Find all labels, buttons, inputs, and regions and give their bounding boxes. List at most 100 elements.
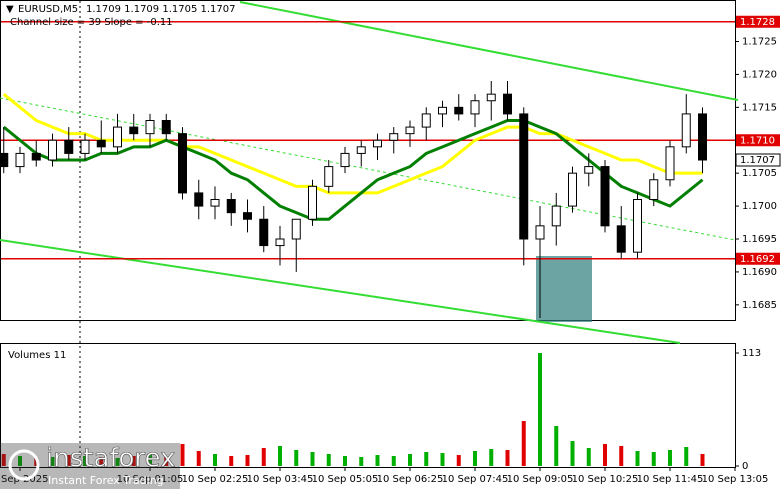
- level-label: 1.1728: [740, 17, 775, 28]
- volume-bar: [668, 450, 672, 466]
- level-box: [736, 15, 780, 28]
- candle-body: [259, 218, 269, 247]
- candle-body: [31, 152, 41, 161]
- watermark-brand: instaforex: [46, 444, 175, 474]
- x-tick-label: 10 Sep 02:25: [182, 474, 249, 485]
- volume-bar: [456, 455, 461, 466]
- watermark-bg: [0, 443, 180, 489]
- level-label: 1.1710: [740, 135, 775, 146]
- volume-bar: [180, 444, 185, 466]
- candle-body: [129, 126, 139, 135]
- candle-body: [698, 113, 707, 161]
- volume-panel: [0, 343, 736, 468]
- moving-average: [2, 119, 704, 221]
- volume-bar: [164, 457, 169, 466]
- x-tick-label: 10 Sep 03:45: [247, 474, 314, 485]
- volume-bar: [148, 454, 152, 466]
- volume-bar: [700, 454, 705, 466]
- watermark-logo: [8, 449, 40, 481]
- candle-body: [551, 205, 561, 227]
- level-box: [736, 252, 780, 265]
- volume-bar: [343, 456, 347, 466]
- candle-body: [64, 139, 74, 154]
- candle-body: [681, 113, 691, 148]
- candle-body: [308, 185, 317, 220]
- quote: 1.1709 1.1709 1.1705 1.1707: [86, 4, 236, 15]
- candle-body: [324, 166, 334, 187]
- y-tick-label: 1.1715: [742, 102, 777, 113]
- x-tick-label: 10 Sep 07:45: [442, 474, 509, 485]
- volume-bar: [131, 456, 136, 466]
- volume-bar: [261, 448, 266, 466]
- volume-bar: [424, 452, 429, 466]
- channel-mid: [0, 97, 736, 241]
- symbol: EURUSD,M5: [18, 4, 78, 15]
- candle-body: [568, 172, 577, 207]
- candle-body: [226, 199, 236, 214]
- indicator: Channel size = 39 Slope = -0.11: [10, 17, 173, 28]
- x-tick-label: 10 Sep 10:25: [572, 474, 639, 485]
- volume-bar: [213, 454, 217, 466]
- candle-body: [503, 93, 512, 115]
- candle-body: [616, 225, 626, 253]
- candle-body: [161, 120, 171, 135]
- candle-body: [340, 152, 350, 168]
- symbol-marker: ▼: [6, 4, 14, 15]
- candle-body: [275, 238, 285, 247]
- y-tick-label: 1.1700: [742, 201, 777, 212]
- highlight-box: [536, 256, 592, 322]
- candle-body: [178, 133, 187, 194]
- candle-body: [15, 152, 25, 168]
- channel-lower: [0, 239, 681, 344]
- volume-bar: [651, 452, 656, 466]
- volume-bar: [538, 353, 542, 466]
- volume-bar: [359, 457, 364, 466]
- candle-body: [113, 126, 122, 148]
- candle-body: [405, 126, 415, 135]
- candle-body: [519, 113, 529, 240]
- y-tick-label: 1.1720: [742, 69, 777, 80]
- candle-body: [48, 139, 57, 161]
- volume-bar: [18, 456, 22, 466]
- volume-bar: [50, 457, 55, 466]
- candle-body: [0, 152, 9, 168]
- candle-body: [438, 106, 447, 115]
- volume-bar: [635, 451, 640, 466]
- x-tick-label: 10 Sep 13:05: [702, 474, 769, 485]
- volume-bar: [489, 449, 494, 466]
- x-tick-label: 10 Sep 01:05: [117, 474, 184, 485]
- y-tick-label: 1.1685: [742, 300, 777, 311]
- volume-bar: [66, 455, 71, 466]
- x-tick-label: 10 Sep 05:05: [312, 474, 379, 485]
- volume-bar: [310, 452, 315, 466]
- last-price-label: 1.1707: [740, 155, 775, 166]
- y-tick-label: 1.1725: [742, 37, 777, 48]
- volume-bar: [570, 441, 575, 466]
- volume-bar: [196, 451, 201, 466]
- candle-body: [584, 166, 594, 174]
- candle-body: [389, 133, 399, 141]
- candle-body: [210, 199, 220, 207]
- channel-upper: [239, 1, 739, 101]
- candle-body: [291, 218, 301, 240]
- volume-bar: [521, 421, 526, 466]
- volume-bar: [684, 447, 689, 466]
- candle-body: [96, 139, 106, 148]
- y-tick-label: 1.1705: [742, 168, 777, 179]
- candle-body: [454, 106, 464, 115]
- watermark-tagline: Instant Forex Trading: [48, 474, 164, 487]
- volume-bar: [440, 453, 445, 466]
- volume-bar: [554, 426, 559, 466]
- volume-bar: [278, 446, 282, 466]
- candle-body: [470, 100, 480, 115]
- volume-bar: [473, 451, 477, 466]
- candle-body: [665, 146, 675, 181]
- last-price-box: [735, 153, 781, 167]
- x-tick-label: 10 Sep 11:45: [637, 474, 704, 485]
- volume-bar: [245, 455, 250, 466]
- volume-tick-label: 113: [742, 348, 761, 359]
- volume-bar: [326, 454, 331, 466]
- candle-body: [421, 113, 431, 128]
